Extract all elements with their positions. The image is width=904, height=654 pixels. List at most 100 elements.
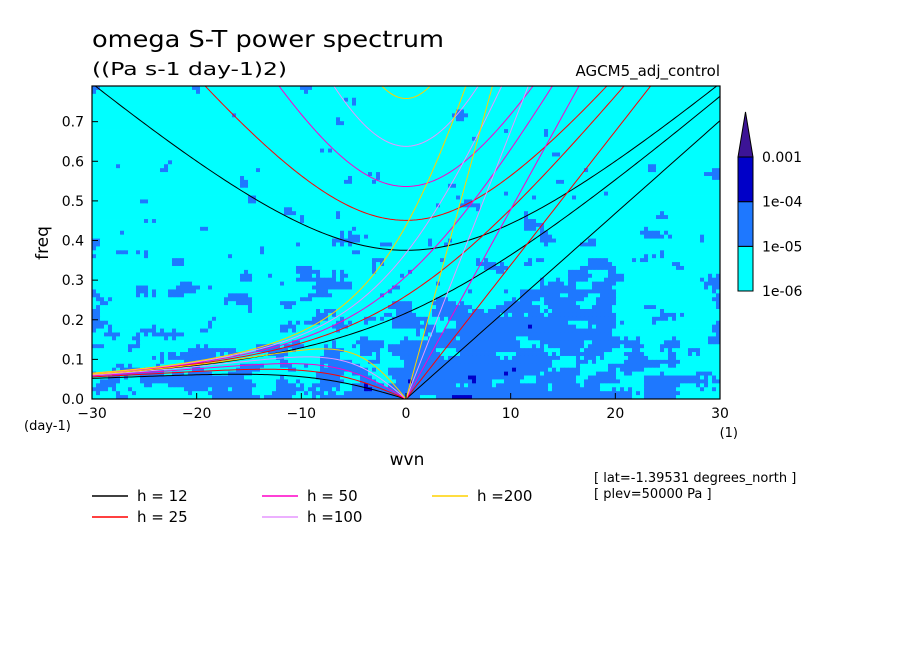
heatmap-cell [180,172,185,177]
heatmap-cell [532,195,537,200]
heatmap-cell [364,105,369,110]
heatmap-cell [132,195,137,200]
heatmap-cell [144,101,149,106]
heatmap-cell [408,203,413,208]
heatmap-cell [372,199,377,204]
heatmap-cell [296,195,301,200]
heatmap-cell [692,132,697,138]
heatmap-cell [708,129,713,134]
heatmap-cell [624,93,629,99]
heatmap-cell [632,129,637,134]
heatmap-cell [264,86,269,91]
heatmap-cell [272,175,277,181]
heatmap-cell [544,199,549,204]
heatmap-cell [468,86,473,91]
heatmap-cell [244,199,249,204]
heatmap-cell [708,203,713,208]
heatmap-cell [184,136,189,142]
heatmap-cell [408,86,413,91]
heatmap-cell [268,203,273,208]
heatmap-cell [124,132,129,138]
heatmap-cell [624,199,629,204]
heatmap-cell [536,183,541,189]
heatmap-cell [424,136,429,142]
heatmap-cell [532,172,537,177]
heatmap-cell [496,129,501,134]
heatmap-cell [600,140,605,146]
heatmap-cell [280,175,285,181]
heatmap-cell [96,164,101,169]
heatmap-cell [448,93,453,99]
heatmap-cell [524,199,529,204]
heatmap-cell [480,97,485,103]
heatmap-cell [476,199,481,204]
heatmap-cell [380,140,385,146]
heatmap-cell [240,144,245,149]
heatmap-cell [600,195,605,200]
heatmap-cell [648,136,653,142]
heatmap-cell [460,172,465,177]
heatmap-cell [324,97,329,103]
heatmap-cell [100,86,105,91]
heatmap-cell [316,136,321,142]
heatmap-cell [228,187,233,193]
heatmap-cell [648,148,653,153]
heatmap-cell [96,199,101,204]
heatmap-cell [512,156,517,161]
heatmap-cell [448,175,453,181]
heatmap-cell [700,105,705,110]
heatmap-cell [116,183,121,189]
heatmap-cell [280,109,285,114]
heatmap-cell [496,152,501,157]
heatmap-cell [292,101,297,106]
heatmap-cell [652,97,657,103]
heatmap-cell [336,144,341,149]
heatmap-cell [216,187,221,193]
heatmap-cell [664,195,669,200]
heatmap-cell [240,187,245,193]
heatmap-cell [280,148,285,153]
heatmap-cell [668,183,673,189]
heatmap-cell [184,187,189,193]
heatmap-cell [404,117,409,122]
heatmap-cell [688,160,693,165]
heatmap-cell [292,164,297,169]
heatmap-cell [280,207,285,212]
heatmap-cell [216,125,221,130]
heatmap-cell [512,195,517,200]
heatmap-cell [172,179,177,185]
heatmap-cell [424,109,429,114]
heatmap-cell [232,199,237,204]
heatmap-cell [432,195,437,200]
heatmap-cell [428,195,433,200]
heatmap-cell [696,175,701,181]
heatmap-cell [352,136,357,142]
heatmap-cell [432,191,437,196]
heatmap-cell [232,109,237,114]
heatmap-cell [140,113,145,118]
heatmap-cell [244,136,249,142]
heatmap-cell [712,164,717,169]
heatmap-cell [260,175,265,181]
heatmap-cell [524,156,529,161]
heatmap-cell [668,117,673,122]
heatmap-cell [420,89,425,95]
heatmap-cell [104,152,109,157]
heatmap-cell [688,97,693,103]
heatmap-cell [588,187,593,193]
heatmap-cell [344,191,349,196]
heatmap-cell [208,179,213,185]
heatmap-cell [260,195,265,200]
heatmap-cell [232,132,237,138]
heatmap-cell [136,132,141,138]
heatmap-cell [308,89,313,95]
heatmap-cell [536,164,541,169]
heatmap-cell [112,195,117,200]
heatmap-cell [560,175,565,181]
heatmap-cell [96,117,101,122]
heatmap-cell [352,195,357,200]
heatmap-cell [248,113,253,118]
heatmap-cell [372,132,377,138]
heatmap-cell [540,207,545,212]
heatmap-cell [696,191,701,196]
